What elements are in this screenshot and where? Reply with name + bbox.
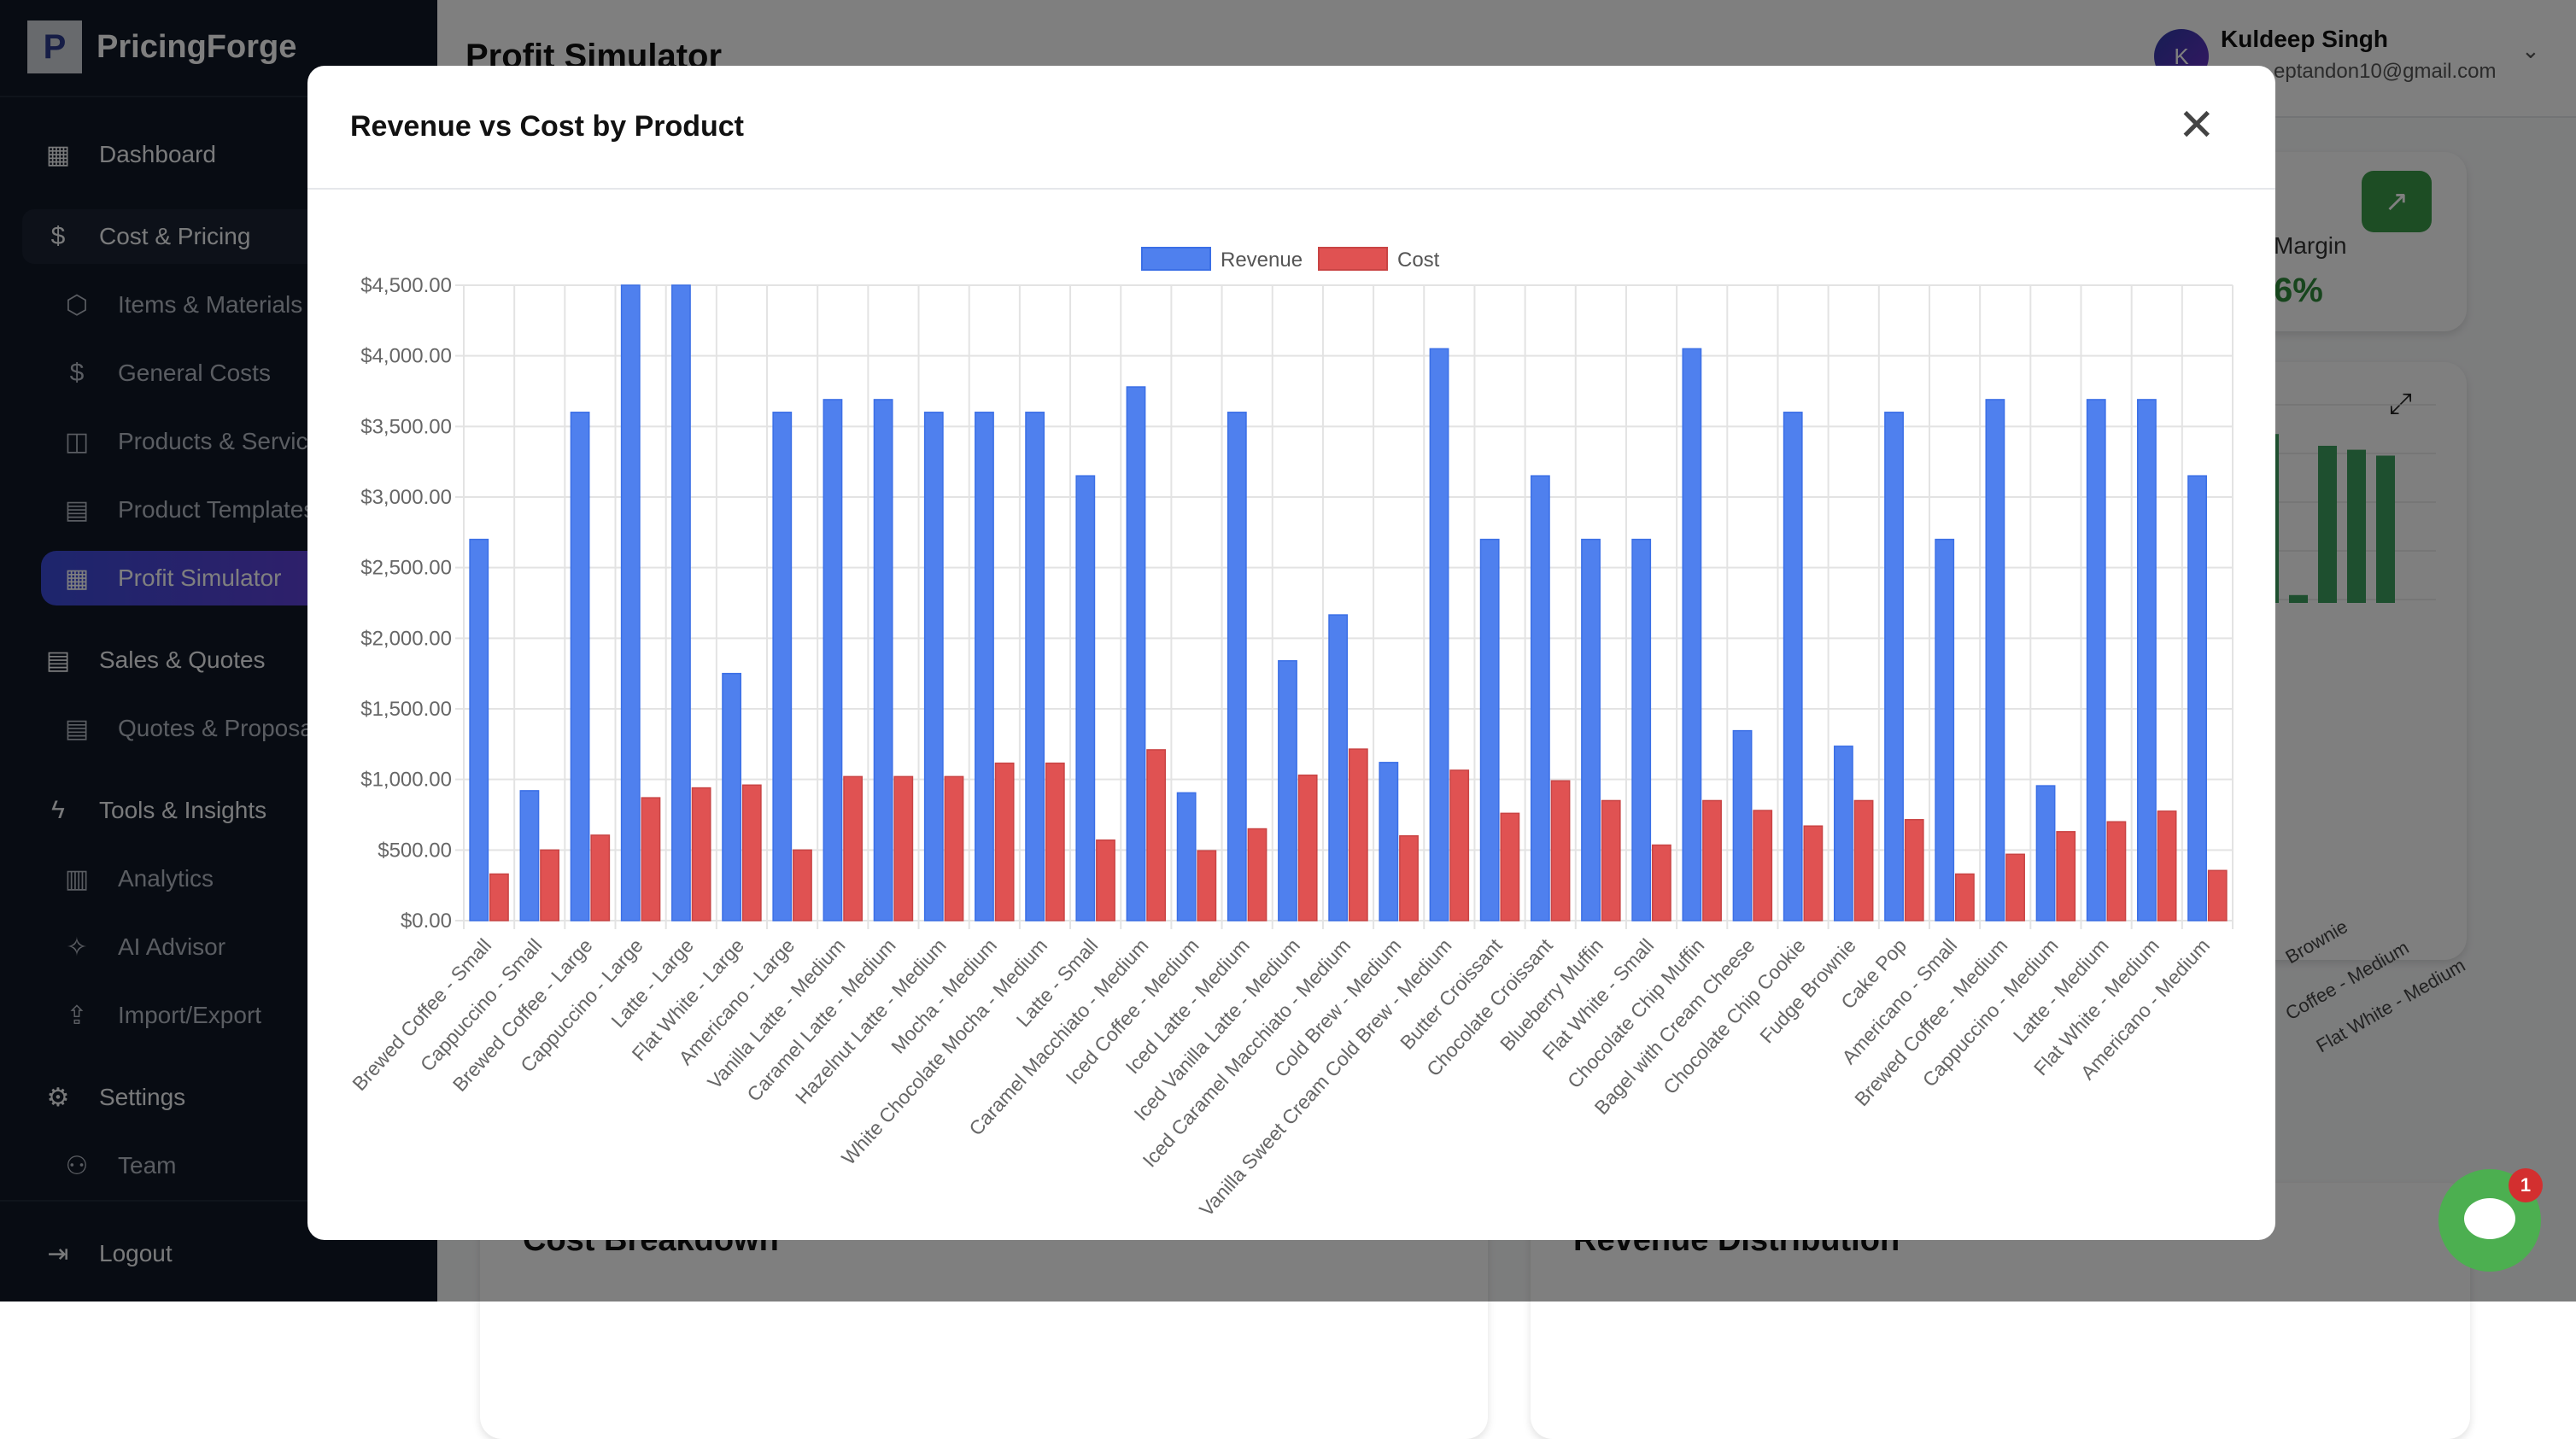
cost-bar (1853, 799, 1874, 921)
cost-bar (1500, 812, 1520, 921)
cost-bar (944, 775, 964, 921)
y-tick-label: $1,000.00 (360, 769, 452, 792)
cost-bar (590, 834, 611, 921)
revenue-bar (2086, 399, 2106, 921)
revenue-bar (570, 412, 590, 921)
cost-bar (1803, 825, 1824, 921)
cost-bar (1348, 748, 1368, 921)
revenue-bar (975, 412, 994, 921)
y-tick-label: $2,500.00 (360, 557, 452, 580)
cost-bar (540, 849, 559, 921)
cost-bar (1297, 774, 1318, 921)
cost-bar (2106, 821, 2127, 921)
legend-swatch-revenue (1141, 247, 1211, 271)
cost-bar (893, 775, 914, 921)
y-tick-label: $4,000.00 (360, 345, 452, 368)
y-tick-label: $1,500.00 (360, 698, 452, 721)
legend-swatch-cost (1318, 247, 1388, 271)
revenue-bar (1631, 538, 1652, 921)
revenue-bar (1227, 412, 1247, 921)
y-tick-label: $500.00 (378, 839, 452, 862)
close-icon[interactable]: ✕ (2178, 101, 2216, 150)
cost-bar (1449, 769, 1470, 921)
revenue-bar (2137, 399, 2157, 921)
cost-bar (793, 849, 812, 921)
cost-bar (1954, 873, 1975, 921)
revenue-bar (873, 399, 893, 921)
notification-badge: 1 (2509, 1168, 2543, 1202)
revenue-bar (1732, 729, 1753, 921)
cost-bar (843, 775, 864, 921)
chart-modal: Revenue vs Cost by Product ✕ $0.00 $500.0… (307, 66, 2275, 1240)
cost-bar (641, 797, 661, 921)
revenue-bar (519, 790, 540, 921)
revenue-bar (1379, 762, 1399, 921)
revenue-bar (671, 284, 691, 921)
revenue-bar (2187, 475, 2207, 921)
revenue-bar (722, 672, 742, 921)
y-tick-label: $3,000.00 (360, 486, 452, 509)
y-tick-label: $2,000.00 (360, 627, 452, 650)
cost-bar (1601, 799, 1621, 921)
cost-bar (1045, 762, 1065, 921)
revenue-bar (923, 412, 944, 921)
cost-bar (1651, 844, 1671, 921)
revenue-bar (1479, 538, 1500, 921)
divider (307, 188, 2275, 190)
y-tick-label: $0.00 (401, 910, 452, 933)
revenue-bar (469, 538, 489, 921)
y-tick-label: $4,500.00 (360, 274, 452, 297)
revenue-bar (1581, 538, 1601, 921)
cost-bar (2005, 853, 2025, 921)
revenue-cost-chart: $0.00 $500.00 $1,000.00 $1,500.00 $2,000.00 $… (348, 247, 2234, 1220)
revenue-bar (1682, 348, 1702, 921)
revenue-bar (1833, 746, 1853, 921)
revenue-bar (772, 412, 793, 921)
revenue-bar (1278, 660, 1297, 921)
revenue-bar (1075, 475, 1096, 921)
cost-bar (1197, 850, 1217, 921)
cost-bar (1146, 749, 1167, 921)
cost-bar (1247, 828, 1268, 921)
revenue-bar (1328, 614, 1349, 921)
cost-bar (1550, 780, 1571, 921)
cost-bar (1399, 835, 1419, 921)
modal-title: Revenue vs Cost by Product (350, 110, 745, 143)
y-tick-label: $3,500.00 (360, 415, 452, 438)
cost-bar (1096, 839, 1115, 921)
cost-bar (1753, 810, 1773, 921)
cost-bar (741, 784, 762, 921)
cost-bar (2056, 831, 2076, 921)
legend-label-cost: Cost (1397, 249, 1440, 272)
revenue-bar (620, 284, 641, 921)
legend-label-revenue: Revenue (1221, 249, 1303, 272)
revenue-bar (823, 399, 843, 921)
revenue-bar (2035, 785, 2056, 921)
cost-bar (1702, 799, 1722, 921)
cost-bar (691, 787, 711, 921)
revenue-bar (1884, 412, 1904, 921)
cost-bar (2207, 869, 2228, 921)
cost-bar (1904, 819, 1924, 921)
chat-bubble-icon (2464, 1198, 2515, 1239)
revenue-bar (1935, 538, 1955, 921)
revenue-bar (1126, 386, 1146, 921)
revenue-bar (1530, 475, 1550, 921)
revenue-bar (1985, 399, 2005, 921)
revenue-bar (1429, 348, 1449, 921)
revenue-bar (1025, 412, 1045, 921)
revenue-bar (1176, 792, 1197, 921)
revenue-bar (1783, 412, 1803, 921)
cost-bar (2157, 810, 2177, 921)
cost-bar (489, 873, 509, 921)
cost-bar (994, 762, 1015, 921)
